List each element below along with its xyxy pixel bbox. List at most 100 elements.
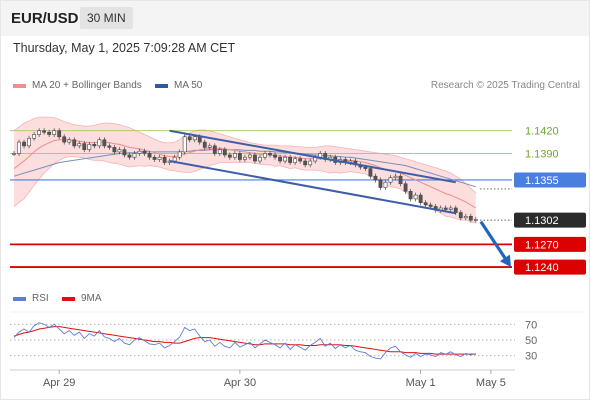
candle-body (207, 145, 212, 148)
candle-body (253, 154, 257, 162)
candle-body (157, 156, 162, 160)
candle-body (308, 160, 313, 166)
candle-body (142, 150, 147, 154)
label-1-1355: 1.1355 (525, 175, 559, 187)
candle-body (102, 139, 107, 147)
candle-body (47, 131, 52, 135)
candle-body (67, 139, 72, 143)
rsi-swatch (13, 296, 26, 301)
rsi-tick-70: 70 (525, 319, 537, 331)
candle-body (448, 207, 453, 210)
candle-body (468, 216, 473, 221)
candle-body (77, 143, 82, 147)
candle-body (398, 175, 403, 185)
candle-body (202, 141, 207, 148)
candle-body (137, 150, 142, 154)
candle-body (87, 144, 92, 150)
x-tick-label: May 5 (476, 377, 506, 389)
candle-body (122, 149, 127, 156)
legend-9ma: 9MA (62, 293, 102, 304)
candle-body (17, 141, 21, 154)
candle-body (248, 154, 252, 158)
legend-rsi: RSI (13, 293, 49, 304)
credit-text: Research © 2025 Trading Central (430, 80, 580, 91)
label-1-1240-bg (514, 259, 586, 275)
candle-body (273, 154, 277, 158)
channel-upper-line (169, 129, 456, 184)
bollinger-upper-line (13, 116, 477, 194)
channel-lower-line (169, 160, 456, 215)
candle-body (418, 194, 423, 203)
legend-ma50-label: MA 50 (174, 80, 203, 91)
candle-body (222, 149, 227, 156)
candle-body (112, 147, 117, 153)
rsi-tick-50: 50 (525, 335, 537, 347)
candle-body (458, 212, 463, 219)
candle-body (393, 175, 398, 178)
candle-body (403, 183, 408, 192)
candle-body (263, 153, 267, 158)
candle-body (373, 175, 378, 181)
candle-body (27, 137, 31, 147)
ma50-swatch (155, 83, 168, 88)
rsi-9ma-line (13, 326, 476, 355)
candle-body (152, 156, 157, 160)
candle-body (413, 194, 418, 200)
candle-body (37, 130, 42, 135)
top-bar: EUR/USD 30 MIN (0, 0, 590, 36)
candle-body (217, 149, 222, 154)
legend-rsi-label: RSI (32, 293, 49, 304)
pair-title: EUR/USD (11, 10, 79, 27)
candle-body (423, 202, 428, 206)
candle-body (127, 154, 132, 158)
ma20-swatch (13, 83, 26, 88)
candle-body (288, 156, 293, 163)
candle-body (378, 179, 383, 188)
bollinger-lower-line (13, 156, 476, 224)
candle-body (82, 143, 87, 150)
label-1-1390: 1.1390 (525, 148, 559, 160)
candle-body (42, 130, 47, 133)
candle-body (177, 151, 182, 158)
candle-body (147, 153, 152, 158)
candle-body (283, 156, 287, 162)
label-1-1355-bg (514, 172, 586, 188)
candle-body (57, 130, 62, 138)
candle-body (172, 156, 177, 162)
candle-body (428, 204, 433, 207)
candle-body (258, 156, 262, 162)
label-1-1240: 1.1240 (525, 262, 559, 274)
chart-datetime: Thursday, May 1, 2025 7:09:28 AM CET (13, 41, 236, 55)
x-tick-label: Apr 30 (224, 377, 256, 389)
candle-body (443, 207, 448, 210)
legend-9ma-label: 9MA (81, 293, 102, 304)
candle-body (92, 144, 97, 147)
rsi-line (13, 322, 476, 360)
label-1-1270: 1.1270 (525, 239, 559, 251)
candle-body (453, 207, 458, 213)
candle-body (363, 166, 368, 169)
candle-body (117, 149, 122, 153)
candle-body (463, 216, 468, 219)
candle-body (187, 136, 192, 141)
candle-body (227, 154, 232, 158)
x-tick-label: Apr 29 (43, 377, 75, 389)
x-tick-label: May 1 (406, 377, 436, 389)
candle-body (268, 153, 272, 156)
forecast-arrow-shaft (479, 220, 509, 262)
candle-body (132, 153, 137, 158)
candle-body (162, 156, 167, 163)
candle-body (298, 158, 303, 162)
candle-body (293, 158, 298, 163)
candle-body (72, 139, 77, 147)
candle-body (197, 136, 202, 143)
candle-body (62, 136, 67, 143)
candle-body (388, 177, 393, 183)
candle-body (383, 181, 388, 188)
candle-body (182, 136, 187, 153)
ma50-line (13, 149, 476, 188)
candle-body (192, 136, 197, 141)
timeframe-badge[interactable]: 30 MIN (80, 7, 133, 29)
candle-body (232, 153, 237, 158)
